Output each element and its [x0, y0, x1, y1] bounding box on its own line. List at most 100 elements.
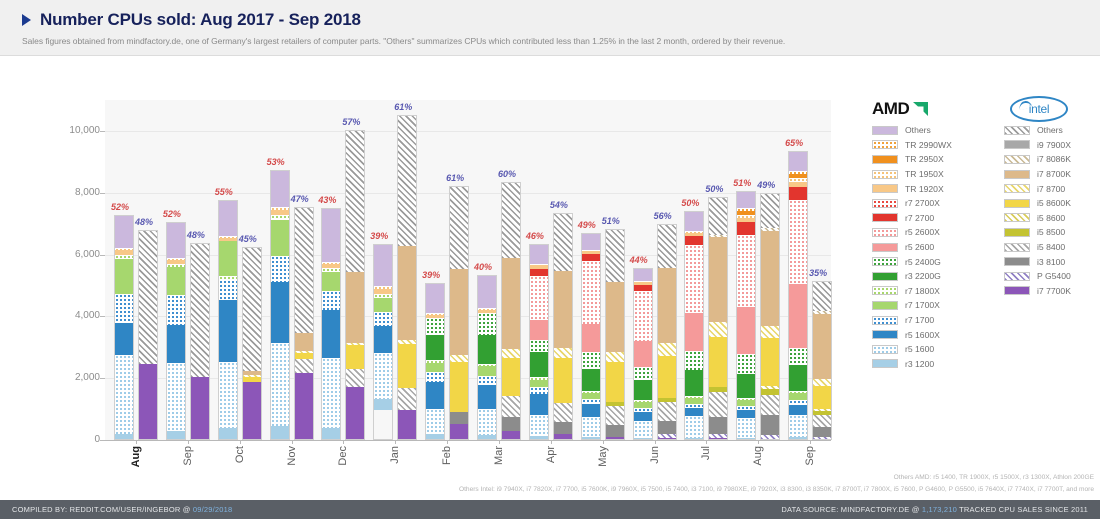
bar-group[interactable]: 52% 48%: [163, 100, 212, 440]
bar-intel[interactable]: [501, 181, 521, 440]
legend-item[interactable]: TR 1950X: [872, 167, 992, 182]
bar-intel[interactable]: [397, 115, 418, 440]
legend-item[interactable]: i7 7700K: [1004, 284, 1100, 299]
bar-group[interactable]: 39% 61%: [370, 100, 419, 440]
bar-amd[interactable]: [425, 283, 446, 440]
bar-amd[interactable]: [477, 274, 497, 440]
bar-intel[interactable]: [138, 229, 158, 440]
bar-intel[interactable]: [604, 228, 625, 440]
legend-item[interactable]: i5 8600K: [1004, 196, 1100, 211]
legend-item[interactable]: r5 1600: [872, 342, 992, 357]
legend-swatch: [872, 169, 898, 179]
bar-amd[interactable]: [269, 170, 290, 440]
legend-item[interactable]: i7 8700: [1004, 181, 1100, 196]
legend-item[interactable]: P G5400: [1004, 269, 1100, 284]
legend-item[interactable]: TR 2950X: [872, 152, 992, 167]
bar-amd[interactable]: [321, 208, 342, 440]
legend-item[interactable]: r5 2600X: [872, 225, 992, 240]
legend-item[interactable]: Others: [872, 123, 992, 138]
bar-segment: [115, 355, 133, 434]
bar-intel[interactable]: [189, 243, 210, 440]
x-tickmark: [136, 440, 137, 444]
bar-intel[interactable]: [812, 281, 833, 440]
bar-intel[interactable]: [241, 246, 262, 440]
bar-segment: [633, 284, 652, 292]
legend-item[interactable]: i9 7900X: [1004, 138, 1100, 153]
legend-item[interactable]: i5 8500: [1004, 225, 1100, 240]
bar-intel[interactable]: [449, 185, 470, 440]
legend-item[interactable]: r3 1200: [872, 357, 992, 372]
bar-intel[interactable]: [656, 223, 677, 440]
bar-group[interactable]: 50% 50%: [681, 100, 730, 440]
bar-intel[interactable]: [345, 129, 366, 440]
x-tickmark: [602, 440, 604, 444]
amd-share-label: 40%: [474, 261, 493, 272]
bar-group[interactable]: 51% 49%: [733, 100, 782, 440]
legend-item[interactable]: r3 2200G: [872, 269, 992, 284]
legend-item[interactable]: r7 2700X: [872, 196, 992, 211]
legend-item[interactable]: Others: [1004, 123, 1100, 138]
bar-segment: [553, 358, 572, 403]
legend-item[interactable]: i5 8600: [1004, 211, 1100, 226]
bar-amd[interactable]: [217, 199, 238, 440]
legend-item[interactable]: r5 2400G: [872, 254, 992, 269]
legend-label: i5 8600K: [1037, 198, 1071, 209]
bar-group[interactable]: 53% 47%: [266, 100, 316, 440]
bar-amd[interactable]: [580, 232, 601, 440]
bar-group[interactable]: 44% 56%: [629, 100, 679, 440]
bar-group[interactable]: 40% 60%: [474, 100, 523, 440]
bar-amd[interactable]: [788, 151, 809, 440]
legend-item[interactable]: r7 1700X: [872, 298, 992, 313]
bar-group[interactable]: 49% 51%: [578, 100, 627, 440]
legend-item[interactable]: i7 8700K: [1004, 167, 1100, 182]
bar-intel[interactable]: [552, 213, 573, 440]
footer-source-prefix: DATA SOURCE: MINDFACTORY.DE @: [781, 505, 922, 514]
bar-group[interactable]: 55% 45%: [215, 100, 264, 440]
bar-amd[interactable]: [528, 244, 549, 440]
bar-group[interactable]: 46% 54%: [526, 100, 575, 440]
bar-segment: [737, 192, 756, 208]
bar-group[interactable]: 65% 35%: [785, 100, 834, 440]
bar-segment: [737, 437, 756, 440]
legend-item[interactable]: r7 1800X: [872, 284, 992, 299]
legend-label: r7 1700: [905, 315, 935, 326]
bar-amd[interactable]: [736, 191, 757, 440]
bar-segment: [657, 420, 676, 435]
bar-segment: [426, 334, 445, 360]
legend-item[interactable]: r5 1600X: [872, 327, 992, 342]
legend-item[interactable]: i7 8086K: [1004, 152, 1100, 167]
bar-amd[interactable]: [373, 244, 394, 440]
bar-amd[interactable]: [165, 222, 186, 440]
bar-segment: [502, 258, 520, 349]
legend-item[interactable]: TR 1920X: [872, 181, 992, 196]
footer-bar: COMPILED BY: REDDIT.COM/USER/INGEBOR @ 0…: [0, 500, 1100, 519]
bar-intel[interactable]: [708, 197, 729, 440]
bar-group[interactable]: 52% 48%: [111, 100, 160, 440]
legend-item[interactable]: TR 2990WX: [872, 138, 992, 153]
bar-group[interactable]: 43% 57%: [318, 100, 367, 440]
bar-intel[interactable]: [293, 206, 314, 440]
legend-swatch: [872, 344, 898, 354]
legend-item[interactable]: r7 2700: [872, 211, 992, 226]
bar-segment: [761, 325, 780, 339]
x-tickmark: [654, 440, 656, 444]
amd-share-label: 53%: [266, 157, 285, 168]
bar-segment: [789, 181, 808, 188]
bar-segment: [553, 271, 572, 349]
legend-item[interactable]: r5 2600: [872, 240, 992, 255]
legend-label: r7 2700X: [905, 198, 940, 209]
bar-amd[interactable]: [684, 210, 705, 440]
bar-amd[interactable]: [114, 214, 134, 440]
bar-segment: [218, 427, 237, 439]
legend-item[interactable]: i3 8100: [1004, 254, 1100, 269]
legend-label: P G5400: [1037, 271, 1071, 282]
bar-group[interactable]: 39% 61%: [422, 100, 471, 440]
amd-share-label: 44%: [629, 255, 648, 266]
legend-swatch: [1004, 140, 1030, 150]
legend-item[interactable]: r7 1700: [872, 313, 992, 328]
bar-intel[interactable]: [760, 193, 781, 440]
bar-groups: 52% 48% 52% 48% 55% 45% 53% 47% 43% 57% 39% 61% 39% 6…: [105, 100, 834, 440]
bar-segment: [426, 434, 445, 440]
legend-item[interactable]: i5 8400: [1004, 240, 1100, 255]
bar-amd[interactable]: [632, 268, 653, 440]
